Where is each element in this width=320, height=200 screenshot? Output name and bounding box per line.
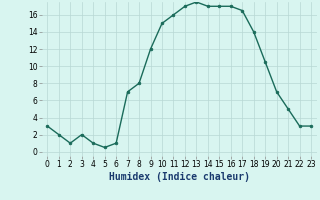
X-axis label: Humidex (Indice chaleur): Humidex (Indice chaleur) (109, 172, 250, 182)
